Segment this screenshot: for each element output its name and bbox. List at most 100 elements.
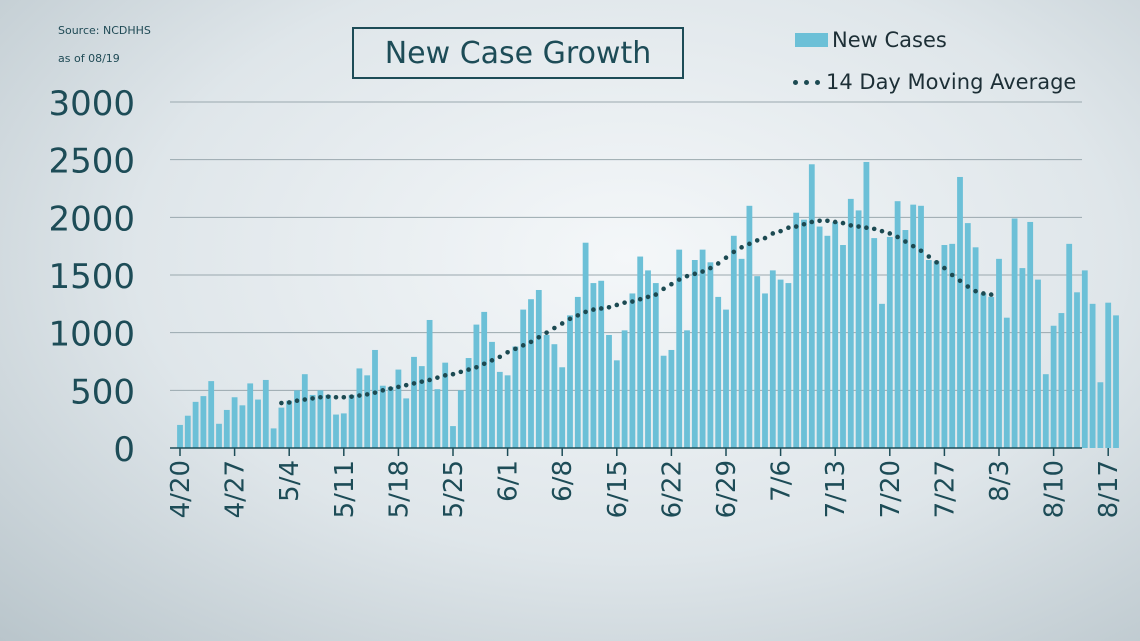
bar <box>855 210 862 448</box>
moving-average-dot <box>279 400 284 406</box>
moving-average-dot <box>606 304 612 310</box>
bar <box>684 330 690 448</box>
x-tick-label: 6/29 <box>712 460 742 518</box>
bar <box>294 390 300 448</box>
bar <box>1066 243 1073 448</box>
bar <box>707 262 714 448</box>
moving-average-dot <box>801 221 807 227</box>
moving-average-dot <box>544 330 549 335</box>
moving-average-dot <box>341 394 347 400</box>
bar <box>723 309 729 448</box>
moving-average-dot <box>879 228 885 234</box>
x-tick-label: 6/15 <box>603 460 633 518</box>
moving-average-dot <box>310 396 315 401</box>
moving-average-dot <box>497 354 503 360</box>
bar <box>738 258 745 448</box>
bar <box>1113 315 1119 448</box>
y-tick-label: 500 <box>70 372 135 412</box>
moving-average-dot <box>910 243 916 249</box>
bar <box>340 413 347 448</box>
x-tick-label: 5/25 <box>439 460 469 518</box>
bar <box>520 309 527 448</box>
bar <box>925 260 932 448</box>
bar <box>481 311 488 448</box>
source-label: Source: NCDHHS <box>58 24 151 37</box>
bar <box>871 238 878 448</box>
bar <box>450 426 456 448</box>
y-tick-label: 3000 <box>48 84 135 124</box>
moving-average-dot <box>653 292 659 297</box>
bar <box>1089 303 1096 448</box>
bar <box>785 283 792 448</box>
moving-average-dot <box>661 286 666 292</box>
moving-average-dot <box>614 302 620 308</box>
moving-average-dot <box>474 364 479 370</box>
moving-average-dot <box>739 245 744 250</box>
bar <box>910 204 917 448</box>
moving-average-dot <box>809 219 815 225</box>
x-tick-label: 8/10 <box>1040 460 1070 518</box>
moving-average-dot <box>302 397 308 402</box>
x-tick-label: 5/4 <box>275 460 305 502</box>
moving-average-dot <box>848 223 854 228</box>
moving-average-dot <box>520 343 526 348</box>
moving-average-dot <box>864 225 869 231</box>
moving-average-dot <box>481 361 487 367</box>
moving-average-dot <box>817 218 822 224</box>
bar <box>793 212 800 448</box>
bar <box>372 349 378 448</box>
moving-average-dot <box>778 228 783 234</box>
x-tick-label: 4/20 <box>166 460 196 518</box>
bar <box>832 221 839 448</box>
bar <box>645 270 651 448</box>
x-tick-label: 6/22 <box>657 460 687 518</box>
x-tick-label: 7/27 <box>930 460 960 518</box>
moving-average-dot <box>575 313 581 318</box>
bar <box>691 260 698 448</box>
bar <box>1003 317 1010 448</box>
moving-average-dot <box>981 291 986 296</box>
moving-average-dot <box>957 278 963 284</box>
moving-average-dot <box>325 394 331 399</box>
moving-average-dot <box>895 234 900 240</box>
moving-average-dot <box>934 260 939 265</box>
bar <box>1097 382 1104 448</box>
bar <box>270 428 277 448</box>
x-tick-label: 7/13 <box>821 460 851 518</box>
bar <box>504 375 511 448</box>
bar <box>824 235 831 448</box>
bar <box>512 346 519 448</box>
bar <box>184 415 191 448</box>
bar <box>879 303 885 448</box>
bar <box>1042 374 1049 448</box>
bar <box>699 249 706 448</box>
x-tick-label: 4/27 <box>221 460 251 518</box>
bar <box>231 397 238 448</box>
bar <box>1058 313 1065 448</box>
y-tick-label: 2000 <box>48 199 135 239</box>
moving-average-dot <box>887 231 893 236</box>
moving-average-dot <box>411 381 417 386</box>
moving-average-dot <box>630 299 635 304</box>
bar <box>278 407 285 448</box>
bar <box>629 293 636 448</box>
bar <box>847 198 854 448</box>
bar <box>255 399 261 448</box>
bar <box>286 400 293 448</box>
moving-average-dot <box>715 261 721 266</box>
moving-average-dot <box>825 218 830 224</box>
x-tick-label: 8/3 <box>985 460 1015 502</box>
bar <box>309 394 316 448</box>
moving-average-dot <box>669 281 674 287</box>
bar <box>582 242 589 448</box>
bar <box>1105 302 1112 448</box>
bar <box>528 299 534 448</box>
moving-average-dot <box>762 235 768 241</box>
bar <box>746 205 753 448</box>
moving-average-dot <box>949 272 955 278</box>
bar <box>574 296 581 448</box>
bar <box>387 386 394 448</box>
moving-average-dot <box>988 292 994 297</box>
moving-average-dot <box>583 309 588 315</box>
